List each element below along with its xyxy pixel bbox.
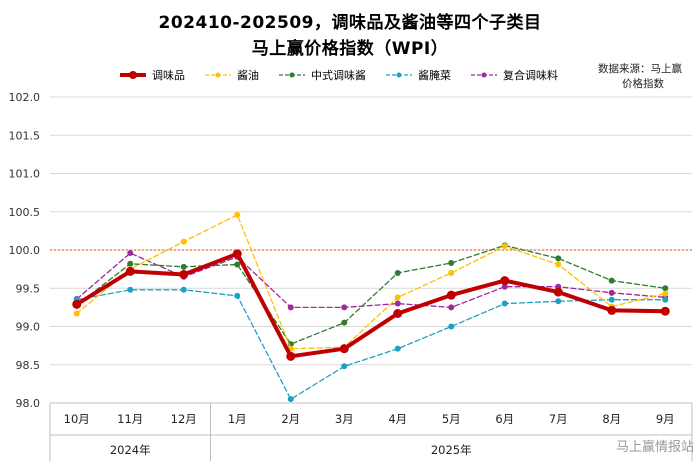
y-tick-label: 102.0 (9, 91, 41, 104)
legend-swatch (471, 72, 497, 78)
data-point-0 (500, 276, 510, 286)
y-tick-label: 101.0 (9, 168, 41, 181)
legend-swatch (279, 72, 305, 78)
x-tick-label: 9月 (656, 412, 675, 426)
data-point-2 (394, 269, 401, 276)
data-point-3 (608, 296, 615, 303)
chart-title-line2: 马上赢价格指数（WPI） (251, 39, 449, 59)
x-tick-label: 2月 (281, 412, 300, 426)
legend-swatch (386, 72, 412, 78)
data-point-4 (608, 289, 615, 296)
legend-label: 调味品 (152, 69, 185, 82)
data-point-3 (234, 292, 241, 299)
year-group-label: 2025年 (431, 443, 472, 457)
y-tick-label: 99.0 (16, 321, 41, 334)
y-tick-label: 98.5 (16, 359, 41, 372)
data-point-4 (501, 283, 508, 290)
data-point-2 (234, 261, 241, 268)
x-tick-label: 5月 (442, 412, 461, 426)
legend-item: 酱腌菜 (384, 67, 451, 83)
data-point-4 (394, 300, 401, 307)
x-tick-label: 7月 (549, 412, 568, 426)
data-point-4 (127, 250, 134, 257)
series-line-2 (76, 244, 666, 345)
data-point-1 (501, 243, 508, 250)
data-point-2 (180, 263, 187, 270)
data-point-0 (286, 351, 296, 361)
data-point-4 (448, 304, 455, 311)
series-line-3 (76, 289, 666, 400)
y-tick-label: 101.5 (9, 129, 41, 142)
data-point-0 (72, 299, 82, 309)
data-point-0 (607, 305, 617, 315)
data-source-line2: 价格指数 (622, 78, 664, 90)
data-point-1 (448, 269, 455, 276)
legend-label: 中式调味酱 (311, 69, 366, 82)
data-point-2 (662, 285, 669, 292)
data-point-3 (394, 345, 401, 352)
legend-label: 酱油 (237, 69, 259, 82)
data-point-4 (287, 304, 294, 311)
data-point-2 (608, 277, 615, 284)
data-point-3 (341, 363, 348, 370)
data-point-1 (234, 211, 241, 218)
data-point-0 (232, 249, 242, 259)
data-point-3 (555, 298, 562, 305)
y-tick-label: 98.0 (16, 397, 41, 410)
series-line-0 (74, 251, 668, 359)
year-group-label: 2024年 (110, 443, 151, 457)
data-point-3 (448, 323, 455, 330)
legend-label: 复合调味料 (503, 69, 558, 82)
x-tick-label: 10月 (64, 412, 90, 426)
y-tick-label: 99.5 (16, 282, 41, 295)
data-point-0 (125, 266, 135, 276)
legend-swatch (205, 72, 231, 78)
series-line-4 (76, 252, 666, 309)
data-point-3 (127, 286, 134, 293)
data-point-1 (555, 261, 562, 268)
chart-title-line1: 202410-202509，调味品及酱油等四个子类目 (158, 13, 542, 33)
data-point-1 (394, 294, 401, 301)
data-point-3 (662, 296, 669, 303)
series-line-1 (76, 214, 666, 350)
data-point-2 (341, 319, 348, 326)
data-source-line1: 数据来源：马上赢 (598, 63, 682, 75)
watermark: 马上赢情报站 (615, 440, 694, 455)
x-tick-label: 1月 (228, 412, 247, 426)
x-tick-label: 6月 (495, 412, 514, 426)
y-tick-label: 100.5 (9, 206, 41, 219)
legend-label: 酱腌菜 (418, 69, 451, 82)
data-point-2 (448, 260, 455, 267)
legend-item: 酱油 (203, 67, 259, 83)
data-point-3 (180, 286, 187, 293)
legend-item: 复合调味料 (469, 67, 558, 83)
data-point-0 (393, 308, 403, 318)
data-point-2 (127, 260, 134, 267)
x-tick-label: 4月 (388, 412, 407, 426)
data-point-3 (501, 300, 508, 307)
data-point-2 (555, 255, 562, 262)
legend-swatch (120, 71, 146, 79)
data-point-0 (339, 344, 349, 354)
data-point-1 (180, 238, 187, 245)
y-tick-label: 100.0 (9, 244, 41, 257)
data-point-4 (341, 304, 348, 311)
data-point-0 (553, 287, 563, 297)
x-tick-label: 3月 (335, 412, 354, 426)
data-point-3 (287, 396, 294, 403)
x-tick-label: 12月 (171, 412, 197, 426)
chart-legend: 调味品 酱油 中式调味酱 酱腌菜 复合调味料 (118, 66, 576, 84)
data-point-0 (179, 269, 189, 279)
x-tick-label: 11月 (117, 412, 143, 426)
legend-item: 调味品 (118, 67, 185, 83)
data-point-0 (660, 306, 670, 316)
data-point-1 (662, 290, 669, 297)
data-point-1 (73, 310, 80, 317)
x-tick-label: 8月 (602, 412, 621, 426)
data-point-0 (446, 290, 456, 300)
legend-item: 中式调味酱 (277, 67, 366, 83)
